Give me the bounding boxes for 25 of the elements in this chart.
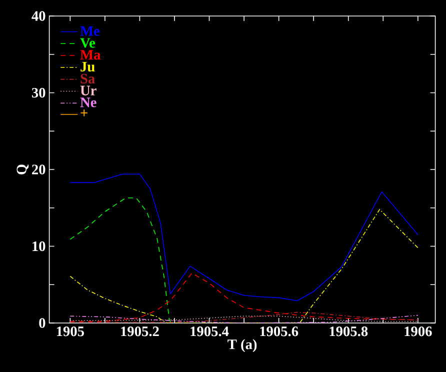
x-tick-label: 1905 (56, 326, 84, 336)
line-series (70, 174, 418, 302)
y-tick-label: 40 (32, 11, 46, 21)
legend-label: Ne (80, 98, 96, 108)
x-axis-title: T (a) (228, 339, 257, 352)
legend-label: Sa (80, 74, 95, 84)
line-series (70, 209, 418, 323)
legend-label: Ju (80, 62, 95, 72)
y-axis-title: Q (16, 164, 29, 174)
legend-label: + (80, 110, 88, 116)
legend-label: Me (80, 26, 100, 36)
legend-label: Ur (80, 86, 96, 96)
y-tick-label: 20 (32, 164, 46, 174)
x-tick-label: 1905.2 (121, 326, 159, 336)
x-tick-label: 1906 (404, 326, 432, 336)
x-tick-label: 1905.8 (330, 326, 368, 336)
x-tick-label: 1905.4 (190, 326, 229, 336)
y-tick-label: 0 (39, 318, 46, 328)
line-series (70, 272, 418, 322)
legend-label: Ma (80, 50, 101, 60)
x-tick-label: 1905.6 (260, 326, 298, 336)
y-tick-label: 30 (32, 88, 46, 98)
legend-label: Ve (80, 38, 96, 48)
line-series (70, 198, 172, 323)
y-tick-label: 10 (32, 241, 46, 252)
